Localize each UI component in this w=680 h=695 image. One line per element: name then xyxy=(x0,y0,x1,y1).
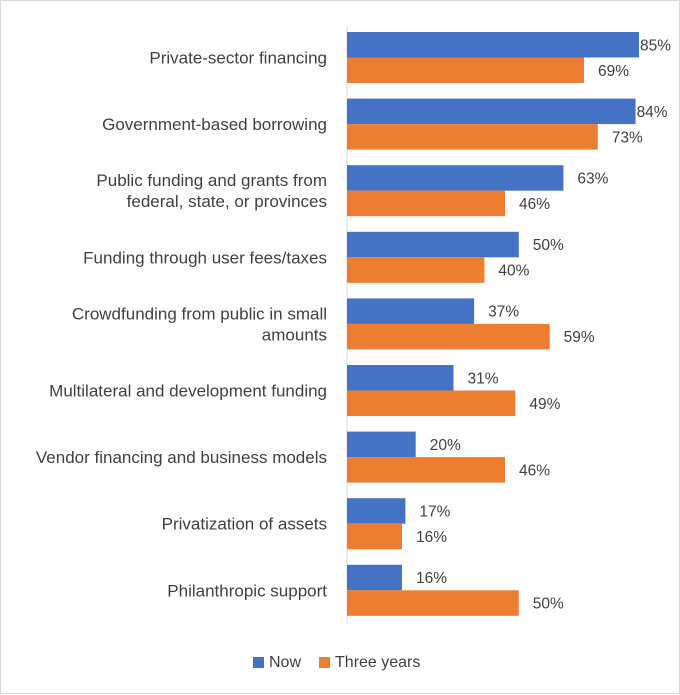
data-label-now: 31% xyxy=(467,370,498,387)
bar-three-years xyxy=(347,124,598,150)
bar-three-years xyxy=(347,457,506,483)
legend-swatch-three-years xyxy=(319,657,331,668)
data-label-now: 63% xyxy=(577,170,608,187)
bar-three-years xyxy=(347,590,519,616)
data-label-now: 37% xyxy=(488,304,519,321)
bar-now xyxy=(347,298,475,324)
bar-now xyxy=(347,165,564,191)
bar-now xyxy=(347,231,519,258)
bar-now xyxy=(347,365,454,391)
bar-three-years xyxy=(347,257,485,283)
bar-now xyxy=(347,498,406,524)
data-label-now: 85% xyxy=(640,37,671,54)
data-label-three-years: 16% xyxy=(416,529,447,546)
data-label-three-years: 46% xyxy=(519,196,550,213)
category-label: Privatization of assets xyxy=(162,515,327,534)
category-label: Vendor financing and business models xyxy=(36,448,327,467)
bar-now xyxy=(347,431,416,458)
data-label-now: 20% xyxy=(430,437,461,454)
category-label: amounts xyxy=(262,325,327,344)
category-label: Public funding and grants from xyxy=(96,171,327,190)
category-label: Private-sector financing xyxy=(149,49,327,68)
legend-label-three-years: Three years xyxy=(335,654,420,671)
bar-three-years xyxy=(347,57,585,83)
data-label-now: 17% xyxy=(419,503,450,520)
data-label-three-years: 46% xyxy=(519,462,550,479)
data-label-three-years: 69% xyxy=(598,63,629,80)
data-label-three-years: 50% xyxy=(533,596,564,613)
bar-three-years xyxy=(347,190,506,217)
legend-label-now: Now xyxy=(269,654,301,671)
category-label: Multilateral and development funding xyxy=(49,382,327,401)
bar-now xyxy=(347,32,639,58)
bar-three-years xyxy=(347,323,550,350)
category-label: Government-based borrowing xyxy=(102,115,327,134)
bar-now xyxy=(347,98,636,125)
data-label-three-years: 49% xyxy=(529,396,560,413)
data-label-three-years: 59% xyxy=(564,329,595,346)
data-label-three-years: 40% xyxy=(498,263,529,280)
data-label-three-years: 73% xyxy=(612,129,643,146)
bar-three-years xyxy=(347,523,402,550)
data-label-now: 16% xyxy=(416,570,447,587)
category-label: Funding through user fees/taxes xyxy=(83,248,327,267)
bar-three-years xyxy=(347,390,516,416)
data-label-now: 84% xyxy=(637,104,668,121)
legend-swatch-now xyxy=(253,657,264,668)
category-label: Crowdfunding from public in small xyxy=(72,304,327,323)
category-label: Philanthropic support xyxy=(167,581,327,600)
data-label-now: 50% xyxy=(533,237,564,254)
bar-now xyxy=(347,564,402,591)
category-label: federal, state, or provinces xyxy=(127,192,327,211)
